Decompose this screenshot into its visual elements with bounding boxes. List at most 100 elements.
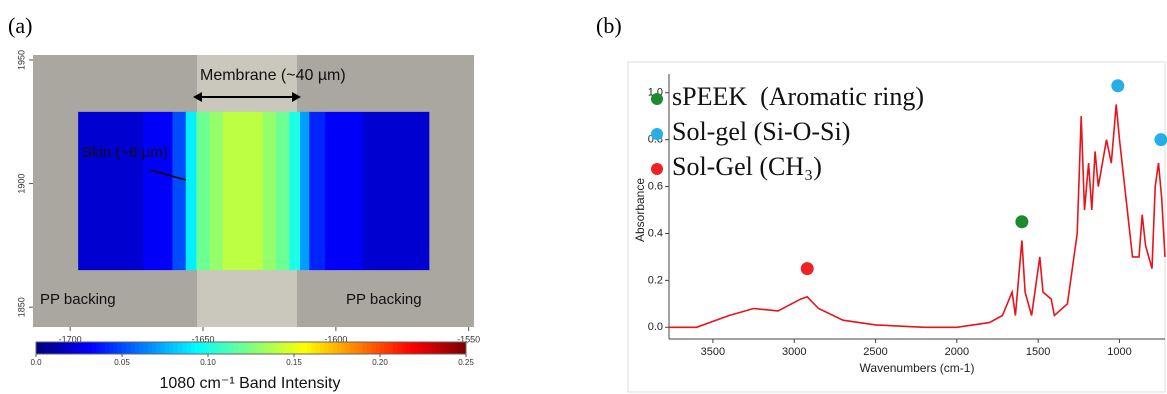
colorbar-cell (405, 342, 411, 354)
colorbar-cell (246, 342, 252, 354)
map-column (325, 111, 363, 271)
colorbar-cell (74, 342, 80, 354)
colorbar-cell (453, 342, 458, 354)
legend-label: sPEEK (Aromatic ring) (672, 82, 924, 111)
colorbar-cell (285, 342, 291, 354)
map-column (143, 111, 173, 271)
map-column (289, 111, 301, 271)
skin-arrow (149, 169, 187, 181)
x-tick-label: -1700 (59, 334, 82, 344)
colorbar-cell (384, 342, 390, 354)
legend-swatch (651, 93, 663, 105)
colorbar-cell (53, 342, 58, 354)
x-tick-label: -1550 (457, 334, 480, 344)
map-column (362, 111, 410, 271)
x-tick-label: 2500 (863, 346, 887, 358)
colorbar-cell (57, 342, 63, 354)
colorbar-cell (104, 342, 110, 354)
colorbar-cell (401, 342, 407, 354)
colorbar-cell (448, 342, 454, 354)
colorbar-cell (229, 342, 235, 354)
map-column (249, 111, 264, 271)
map-column (408, 111, 430, 271)
colorbar-cell (298, 342, 304, 354)
colorbar-tick-label: 0.20 (372, 358, 388, 367)
colorbar-cell (156, 342, 162, 354)
colorbar-cell (233, 342, 239, 354)
colorbar-cell (122, 342, 127, 354)
colorbar-cell (324, 342, 329, 354)
colorbar-cell (70, 342, 76, 354)
colorbar-tick-label: 0.0 (30, 358, 42, 367)
colorbar-cell (169, 342, 175, 354)
map-column (262, 111, 277, 271)
colorbar-cell (190, 342, 196, 354)
x-tick-label: 2000 (945, 346, 969, 358)
colorbar-cell (263, 342, 269, 354)
colorbar-cell (44, 342, 50, 354)
y-tick-label: 1950 (16, 50, 26, 70)
colorbar-cell (203, 342, 209, 354)
colorbar-cell (96, 342, 101, 354)
map-column (236, 111, 251, 271)
x-tick-label: 1500 (1026, 346, 1050, 358)
colorbar-cell (152, 342, 157, 354)
colorbar-cell (147, 342, 153, 354)
colorbar-frame (35, 341, 467, 355)
peak-marker (1015, 215, 1029, 229)
y-tick-label: 0.6 (648, 180, 663, 192)
colorbar-cell (160, 342, 166, 354)
peak-marker (800, 262, 814, 276)
colorbar-cell (418, 342, 424, 354)
colorbar-cell (367, 342, 372, 354)
colorbar-cell (444, 342, 450, 354)
colorbar-cell (388, 342, 394, 354)
y-tick-label: 0.4 (648, 227, 663, 239)
colorbar-cell (349, 342, 355, 354)
map-column (172, 111, 187, 271)
colorbar-cell (139, 342, 144, 354)
colorbar-tick-label: 0.25 (458, 358, 474, 367)
colorbar-cell (173, 342, 179, 354)
colorbar-cell (440, 342, 445, 354)
colorbar-cell (87, 342, 93, 354)
colorbar-cell (281, 342, 286, 354)
colorbar-cell (220, 342, 226, 354)
x-axis-label: Wavenumbers (cm-1) (860, 361, 975, 375)
colorbar-cell (255, 342, 261, 354)
annotation: Skin (~6 µm) (82, 144, 168, 161)
y-tick-label: 0.0 (648, 321, 663, 333)
map-column (78, 111, 102, 271)
colorbar-cell (375, 342, 381, 354)
colorbar-cell (289, 342, 295, 354)
map-column (299, 111, 310, 271)
colorbar-cell (117, 342, 123, 354)
y-axis-label: Absorbance (633, 178, 647, 242)
colorbar-cell (242, 342, 248, 354)
legend-swatch (651, 163, 663, 175)
panel-label: (b) (596, 13, 622, 38)
colorbar-cell (306, 342, 312, 354)
map-column (309, 111, 326, 271)
colorbar-cell (91, 342, 97, 354)
colorbar-cell (216, 342, 222, 354)
colorbar-tick-label: 0.05 (114, 358, 130, 367)
colorbar-cell (212, 342, 218, 354)
colorbar-cell (66, 342, 71, 354)
colorbar-cell (126, 342, 132, 354)
colorbar-cell (380, 342, 385, 354)
colorbar-cell (208, 342, 213, 354)
colorbar-cell (311, 342, 316, 354)
colorbar-cell (225, 342, 230, 354)
colorbar-cell (238, 342, 243, 354)
colorbar-cell (302, 342, 308, 354)
map-column (196, 111, 211, 271)
colorbar-cell (83, 342, 89, 354)
colorbar-cell (457, 342, 463, 354)
colorbar-cell (186, 342, 192, 354)
colorbar-cell (79, 342, 84, 354)
colorbar-cell (251, 342, 256, 354)
colorbar-cell (431, 342, 437, 354)
map-column (222, 111, 237, 271)
colorbar-cell (397, 342, 402, 354)
